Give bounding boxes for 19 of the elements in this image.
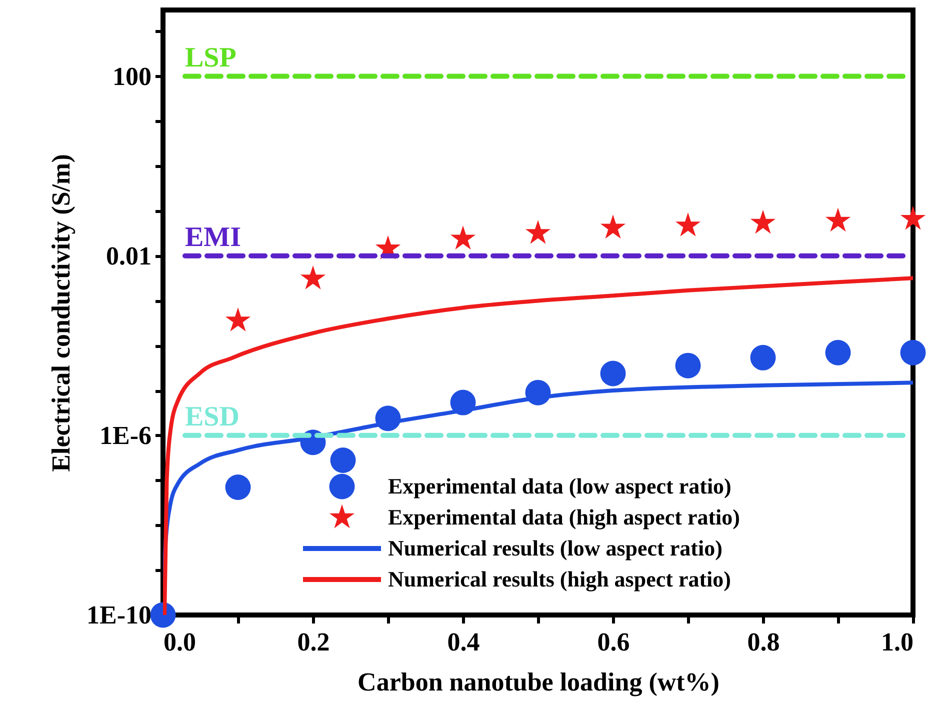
ref-line-label: ESD xyxy=(185,401,240,432)
x-tick-label: 0.2 xyxy=(297,628,330,656)
legend-label: Numerical results (low aspect ratio) xyxy=(388,536,722,560)
y-axis-title: Electrical conductivity (S/m) xyxy=(46,154,76,472)
x-tick-label: 0.6 xyxy=(597,628,630,656)
y-tick-label: 1E-6 xyxy=(100,420,152,450)
y-tick-label: 0.01 xyxy=(106,241,152,270)
x-tick-label: 0.0 xyxy=(164,628,196,656)
y-tick-label: 1E-10 xyxy=(86,600,152,630)
x-tick-label: 0.4 xyxy=(447,628,480,656)
y-tick-label: 100 xyxy=(112,62,152,91)
legend-label: Experimental data (low aspect ratio) xyxy=(388,474,732,498)
x-axis-title: Carbon nanotube loading (wt%) xyxy=(358,668,720,696)
legend-label: Numerical results (high aspect ratio) xyxy=(388,566,731,592)
x-tick-label: 0.8 xyxy=(747,628,780,656)
legend-label: Experimental data (high aspect ratio) xyxy=(388,504,740,530)
ref-line-label: LSP xyxy=(185,42,236,74)
x-tick-label: 1.0 xyxy=(881,628,914,656)
ref-line-label: EMI xyxy=(185,222,241,253)
